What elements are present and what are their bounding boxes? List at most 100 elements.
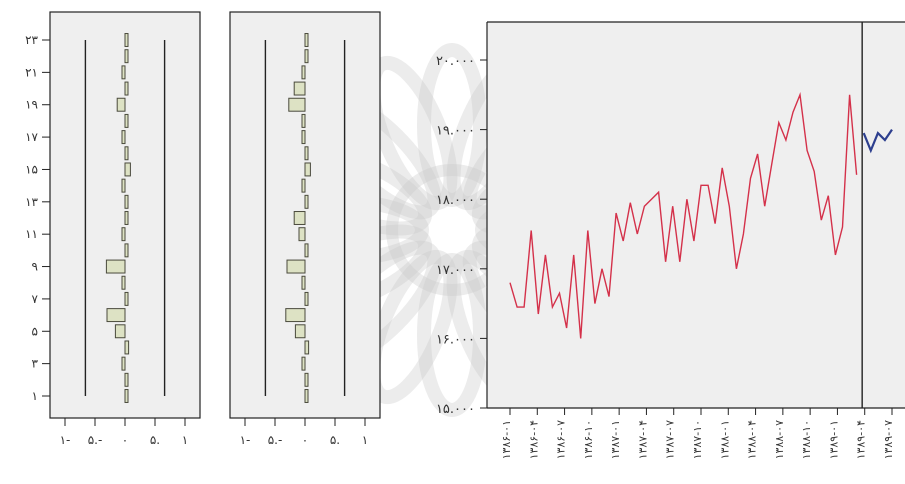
watermark-petal — [417, 43, 487, 207]
y-tick-label: ۲۳ — [25, 33, 38, 47]
y-tick-label: ۱۵.۰۰۰ — [436, 402, 475, 417]
correlation-bar — [124, 113, 129, 128]
x-tick-label: ۱۳۸۹-۰۴ — [855, 420, 868, 460]
correlation-bar — [301, 113, 306, 128]
correlation-bar — [124, 389, 129, 403]
y-tick-label: ۹ — [32, 260, 38, 274]
correlation-bar — [288, 97, 306, 112]
correlation-bar — [304, 340, 310, 355]
watermark-petal — [366, 249, 458, 405]
x-tick-label: ۵. — [150, 433, 160, 447]
x-tick-label: ۱ — [362, 433, 368, 447]
correlation-bar — [298, 227, 306, 242]
correlation-bar — [304, 33, 309, 47]
x-tick-label: ۱۳۸۷-۰۱ — [609, 420, 622, 459]
correlation-bar — [116, 97, 126, 112]
y-tick-label: ۳ — [32, 357, 39, 371]
correlation-bar — [301, 275, 306, 290]
correlation-bar — [124, 340, 130, 355]
y-tick-label: ۱۹.۰۰۰ — [436, 124, 475, 139]
y-tick-label: ۱۱ — [25, 227, 38, 241]
x-tick-label: ۱- — [60, 433, 71, 447]
x-tick-label: ۱۳۸۷-۱۰ — [691, 420, 704, 459]
correlation-bar — [286, 259, 306, 274]
x-tick-label: ۱۳۸۹-۰۱ — [827, 420, 840, 459]
x-tick-label: ۵.- — [268, 433, 283, 447]
y-tick-label: ۱۹ — [25, 98, 38, 112]
x-tick-label: ۱۳۸۷-۰۴ — [636, 420, 649, 460]
plot-area — [487, 22, 905, 408]
x-tick-label: ۰ — [302, 433, 308, 447]
y-tick-label: ۱ — [32, 389, 38, 403]
y-tick-label: ۷ — [32, 292, 39, 306]
correlation-bar — [124, 243, 129, 258]
correlation-bar — [124, 146, 129, 161]
x-tick-label: ۵. — [330, 433, 340, 447]
correlation-bar — [124, 372, 129, 387]
correlation-bar — [301, 356, 306, 371]
pacf-panel: ۱- ۵.- ۰ ۵. ۱ — [229, 11, 381, 447]
correlation-bar — [121, 178, 126, 193]
y-tick-label: ۲۰.۰۰۰ — [436, 54, 475, 69]
correlation-bar — [121, 356, 126, 371]
correlation-bar — [124, 33, 129, 47]
series-line-history — [509, 92, 858, 339]
correlation-bar — [293, 81, 306, 96]
correlation-bar — [121, 275, 126, 290]
correlation-bar — [114, 324, 126, 339]
y-tick-label: ۱۷ — [25, 130, 38, 144]
correlation-bar — [124, 194, 129, 209]
series-line-forecast — [862, 128, 893, 154]
correlation-bar — [124, 49, 129, 64]
correlation-bar — [294, 324, 306, 339]
correlation-bar — [121, 130, 126, 145]
correlation-bar — [106, 308, 126, 323]
correlation-bar — [304, 372, 309, 387]
correlation-bar — [293, 211, 306, 225]
correlation-bar — [304, 49, 309, 64]
watermark-petal — [366, 55, 458, 211]
x-tick-label: ۱۳۸۸-۱۰ — [800, 420, 813, 459]
correlation-bar — [304, 146, 309, 161]
line-chart-panel: ۱۵.۰۰۰ ۱۶.۰۰۰ ۱۷.۰۰۰ ۱۸.۰۰۰ ۱۹.۰۰۰ ۲۰.۰۰۰ ۱۳۸۶… — [436, 21, 905, 460]
x-tick-label: ۵.- — [88, 433, 103, 447]
x-tick-label: ۱- — [240, 433, 251, 447]
correlation-bar — [124, 211, 129, 225]
y-tick-label: ۱۵ — [25, 162, 38, 176]
x-tick-label: ۱۳۸۸-۰۴ — [746, 420, 759, 460]
y-tick-label: ۱۸.۰۰۰ — [436, 193, 475, 208]
correlation-bar — [121, 227, 126, 242]
x-tick-label: ۱۳۸۹-۰۷ — [882, 420, 895, 460]
correlation-bar — [304, 291, 309, 306]
correlation-bar — [124, 81, 129, 96]
correlation-bar — [304, 389, 309, 403]
x-tick-label: ۱۳۸۸-۰۱ — [718, 420, 731, 459]
x-tick-label: ۱۳۸۸-۰۷ — [773, 420, 786, 460]
y-tick-label: ۵ — [32, 324, 38, 338]
x-tick-label: ۰ — [122, 433, 128, 447]
correlation-bar — [304, 162, 311, 177]
x-tick-label: ۱۳۸۶-۱۰ — [582, 420, 595, 459]
y-tick-label: ۱۶.۰۰۰ — [436, 332, 475, 347]
y-tick-label: ۲۱ — [25, 65, 38, 79]
y-tick-label: ۱۳ — [25, 195, 38, 209]
correlation-bar — [105, 259, 126, 274]
x-tick-label: ۱ — [182, 433, 188, 447]
correlation-bar — [301, 65, 306, 80]
correlation-bar — [304, 243, 309, 258]
watermark-petal — [417, 253, 487, 417]
correlation-bar — [124, 162, 131, 177]
correlation-bar — [301, 178, 306, 193]
correlation-bar — [124, 291, 129, 306]
x-tick-label: ۱۳۸۶-۰۱ — [500, 420, 513, 459]
correlation-bar — [121, 65, 126, 80]
correlation-bar — [304, 194, 309, 209]
x-tick-label: ۱۳۸۶-۰۷ — [555, 420, 568, 460]
correlation-bar — [301, 130, 306, 145]
x-tick-label: ۱۳۸۶-۰۴ — [527, 420, 540, 460]
correlation-bar — [285, 308, 306, 323]
x-tick-label: ۱۳۸۷-۰۷ — [664, 420, 677, 460]
y-tick-label: ۱۷.۰۰۰ — [436, 263, 475, 278]
